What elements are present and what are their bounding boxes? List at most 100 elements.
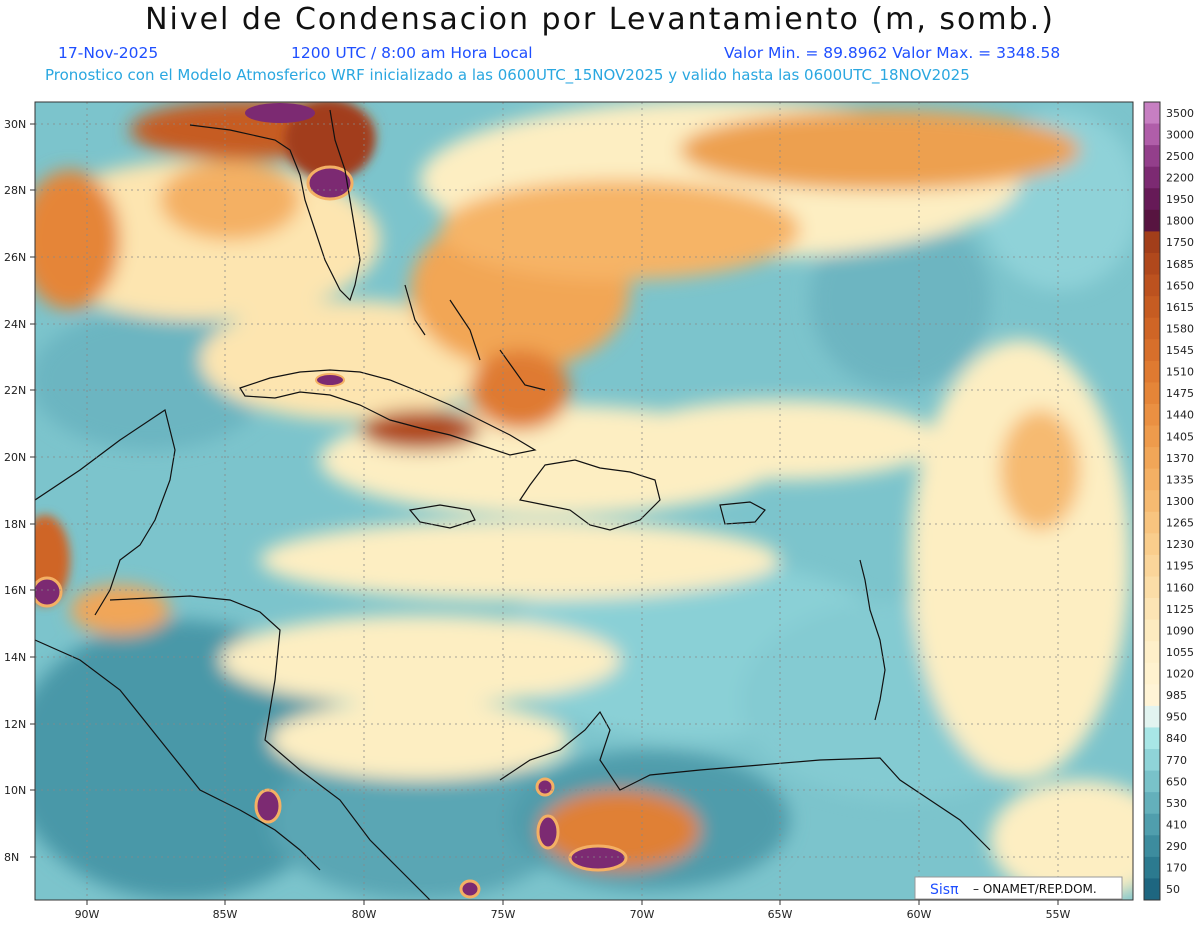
colorbar-label: 770 — [1166, 754, 1187, 767]
colorbar-swatch — [1144, 749, 1160, 772]
colorbar-swatch — [1144, 490, 1160, 513]
lon-label: 70W — [630, 908, 655, 921]
colorbar-swatch — [1144, 662, 1160, 685]
colorbar-swatch — [1144, 447, 1160, 470]
colorbar-label: 1800 — [1166, 215, 1194, 228]
colorbar-swatch — [1144, 360, 1160, 383]
longitude-axis: 90W 85W 80W 75W 70W 65W 60W 55W — [75, 908, 1071, 921]
colorbar-label: 1020 — [1166, 668, 1194, 681]
colorbar-label: 650 — [1166, 775, 1187, 788]
colorbar-label: 1545 — [1166, 344, 1194, 357]
colorbar-swatch — [1144, 468, 1160, 491]
colorbar-swatch — [1144, 274, 1160, 297]
colorbar-label: 1750 — [1166, 236, 1194, 249]
lat-label: 18N — [4, 518, 26, 531]
colorbar-label: 1950 — [1166, 193, 1194, 206]
latitude-axis: 30N 28N 26N 24N 22N 20N 18N 16N 14N 12N … — [4, 118, 26, 864]
colorbar-label: 3000 — [1166, 128, 1194, 141]
colorbar-label: 1580 — [1166, 322, 1194, 335]
model-info: Pronostico con el Modelo Atmosferico WRF… — [45, 66, 970, 84]
lat-label: 12N — [4, 718, 26, 731]
colorbar-swatch — [1144, 770, 1160, 793]
lat-label: 30N — [4, 118, 26, 131]
lat-label: 20N — [4, 451, 26, 464]
colorbar-swatch — [1144, 102, 1160, 125]
colorbar-swatch — [1144, 511, 1160, 534]
colorbar-label: 1650 — [1166, 279, 1194, 292]
lon-label: 80W — [352, 908, 377, 921]
colorbar-swatch — [1144, 598, 1160, 621]
colorbar-label: 1440 — [1166, 409, 1194, 422]
colorbar-label: 1265 — [1166, 517, 1194, 530]
min-max-values: Valor Min. = 89.8962 Valor Max. = 3348.5… — [724, 44, 1061, 62]
colorbar-swatch — [1144, 209, 1160, 232]
lon-label: 90W — [75, 908, 100, 921]
colorbar-label: 290 — [1166, 840, 1187, 853]
colorbar-label: 2200 — [1166, 171, 1194, 184]
forecast-time: 1200 UTC / 8:00 am Hora Local — [291, 44, 533, 62]
colorbar-swatch — [1144, 576, 1160, 599]
colorbar-label: 1125 — [1166, 603, 1194, 616]
lon-label: 60W — [907, 908, 932, 921]
colorbar-label: 170 — [1166, 862, 1187, 875]
colorbar-swatch — [1144, 619, 1160, 642]
credit-text: – ONAMET/REP.DOM. — [973, 882, 1097, 896]
coastlines — [35, 109, 991, 900]
colorbar-swatch — [1144, 856, 1160, 879]
colorbar-swatch — [1144, 705, 1160, 728]
colorbar-swatch — [1144, 252, 1160, 276]
colorbar-label: 1335 — [1166, 473, 1194, 486]
colorbar-swatch — [1144, 188, 1160, 211]
lon-label: 85W — [213, 908, 238, 921]
colorbar-label: 1090 — [1166, 624, 1194, 637]
colorbar-swatch — [1144, 382, 1160, 405]
colorbar-swatch — [1144, 684, 1160, 707]
colorbar-swatch — [1144, 554, 1160, 577]
lon-label: 55W — [1046, 908, 1071, 921]
colorbar-label: 1055 — [1166, 646, 1194, 659]
colorbar-label: 1230 — [1166, 538, 1194, 551]
colorbar-label: 1160 — [1166, 581, 1194, 594]
forecast-date: 17-Nov-2025 — [58, 44, 159, 62]
colorbar-swatch — [1144, 123, 1160, 146]
colorbar-label: 530 — [1166, 797, 1187, 810]
colorbar-label: 2500 — [1166, 150, 1194, 163]
colorbar-swatch — [1144, 296, 1160, 319]
map-title: Nivel de Condensacion por Levantamiento … — [145, 2, 1055, 37]
lcl-field — [35, 102, 1133, 900]
colorbar-swatch — [1144, 425, 1160, 448]
colorbar-label: 1615 — [1166, 301, 1194, 314]
lat-label: 26N — [4, 251, 26, 264]
graticule — [35, 102, 1133, 900]
sispi-logo: Sisπ — [930, 882, 959, 898]
colorbar-swatch — [1144, 813, 1160, 836]
colorbar-swatch — [1144, 403, 1160, 427]
colorbar-swatch — [1144, 792, 1160, 815]
colorbar-swatch — [1144, 231, 1160, 254]
lat-label: 8N — [4, 851, 19, 864]
colorbar-swatch — [1144, 878, 1160, 901]
colorbar-swatch — [1144, 835, 1160, 858]
colorbar-swatch — [1144, 533, 1160, 556]
colorbar-label: 410 — [1166, 819, 1187, 832]
lat-label: 16N — [4, 584, 26, 597]
lat-label: 24N — [4, 318, 26, 331]
lat-label: 22N — [4, 384, 26, 397]
lon-label: 65W — [768, 908, 793, 921]
colorbar-label: 840 — [1166, 732, 1187, 745]
lon-label: 75W — [491, 908, 516, 921]
colorbar-label: 950 — [1166, 711, 1187, 724]
lat-label: 10N — [4, 784, 26, 797]
lat-label: 28N — [4, 184, 26, 197]
colorbar-swatch — [1144, 317, 1160, 340]
colorbar-swatch — [1144, 641, 1160, 664]
colorbar-label: 50 — [1166, 883, 1180, 896]
credit-box: Sisπ – ONAMET/REP.DOM. — [914, 876, 1123, 900]
colorbar: 3500 3000 2500 2200 1950 1800 1750 1685 1650 1615… — [1143, 101, 1194, 901]
colorbar-label: 1300 — [1166, 495, 1194, 508]
colorbar-swatch — [1144, 145, 1160, 168]
colorbar-label: 985 — [1166, 689, 1187, 702]
colorbar-label: 1195 — [1166, 560, 1194, 573]
colorbar-label: 1510 — [1166, 366, 1194, 379]
